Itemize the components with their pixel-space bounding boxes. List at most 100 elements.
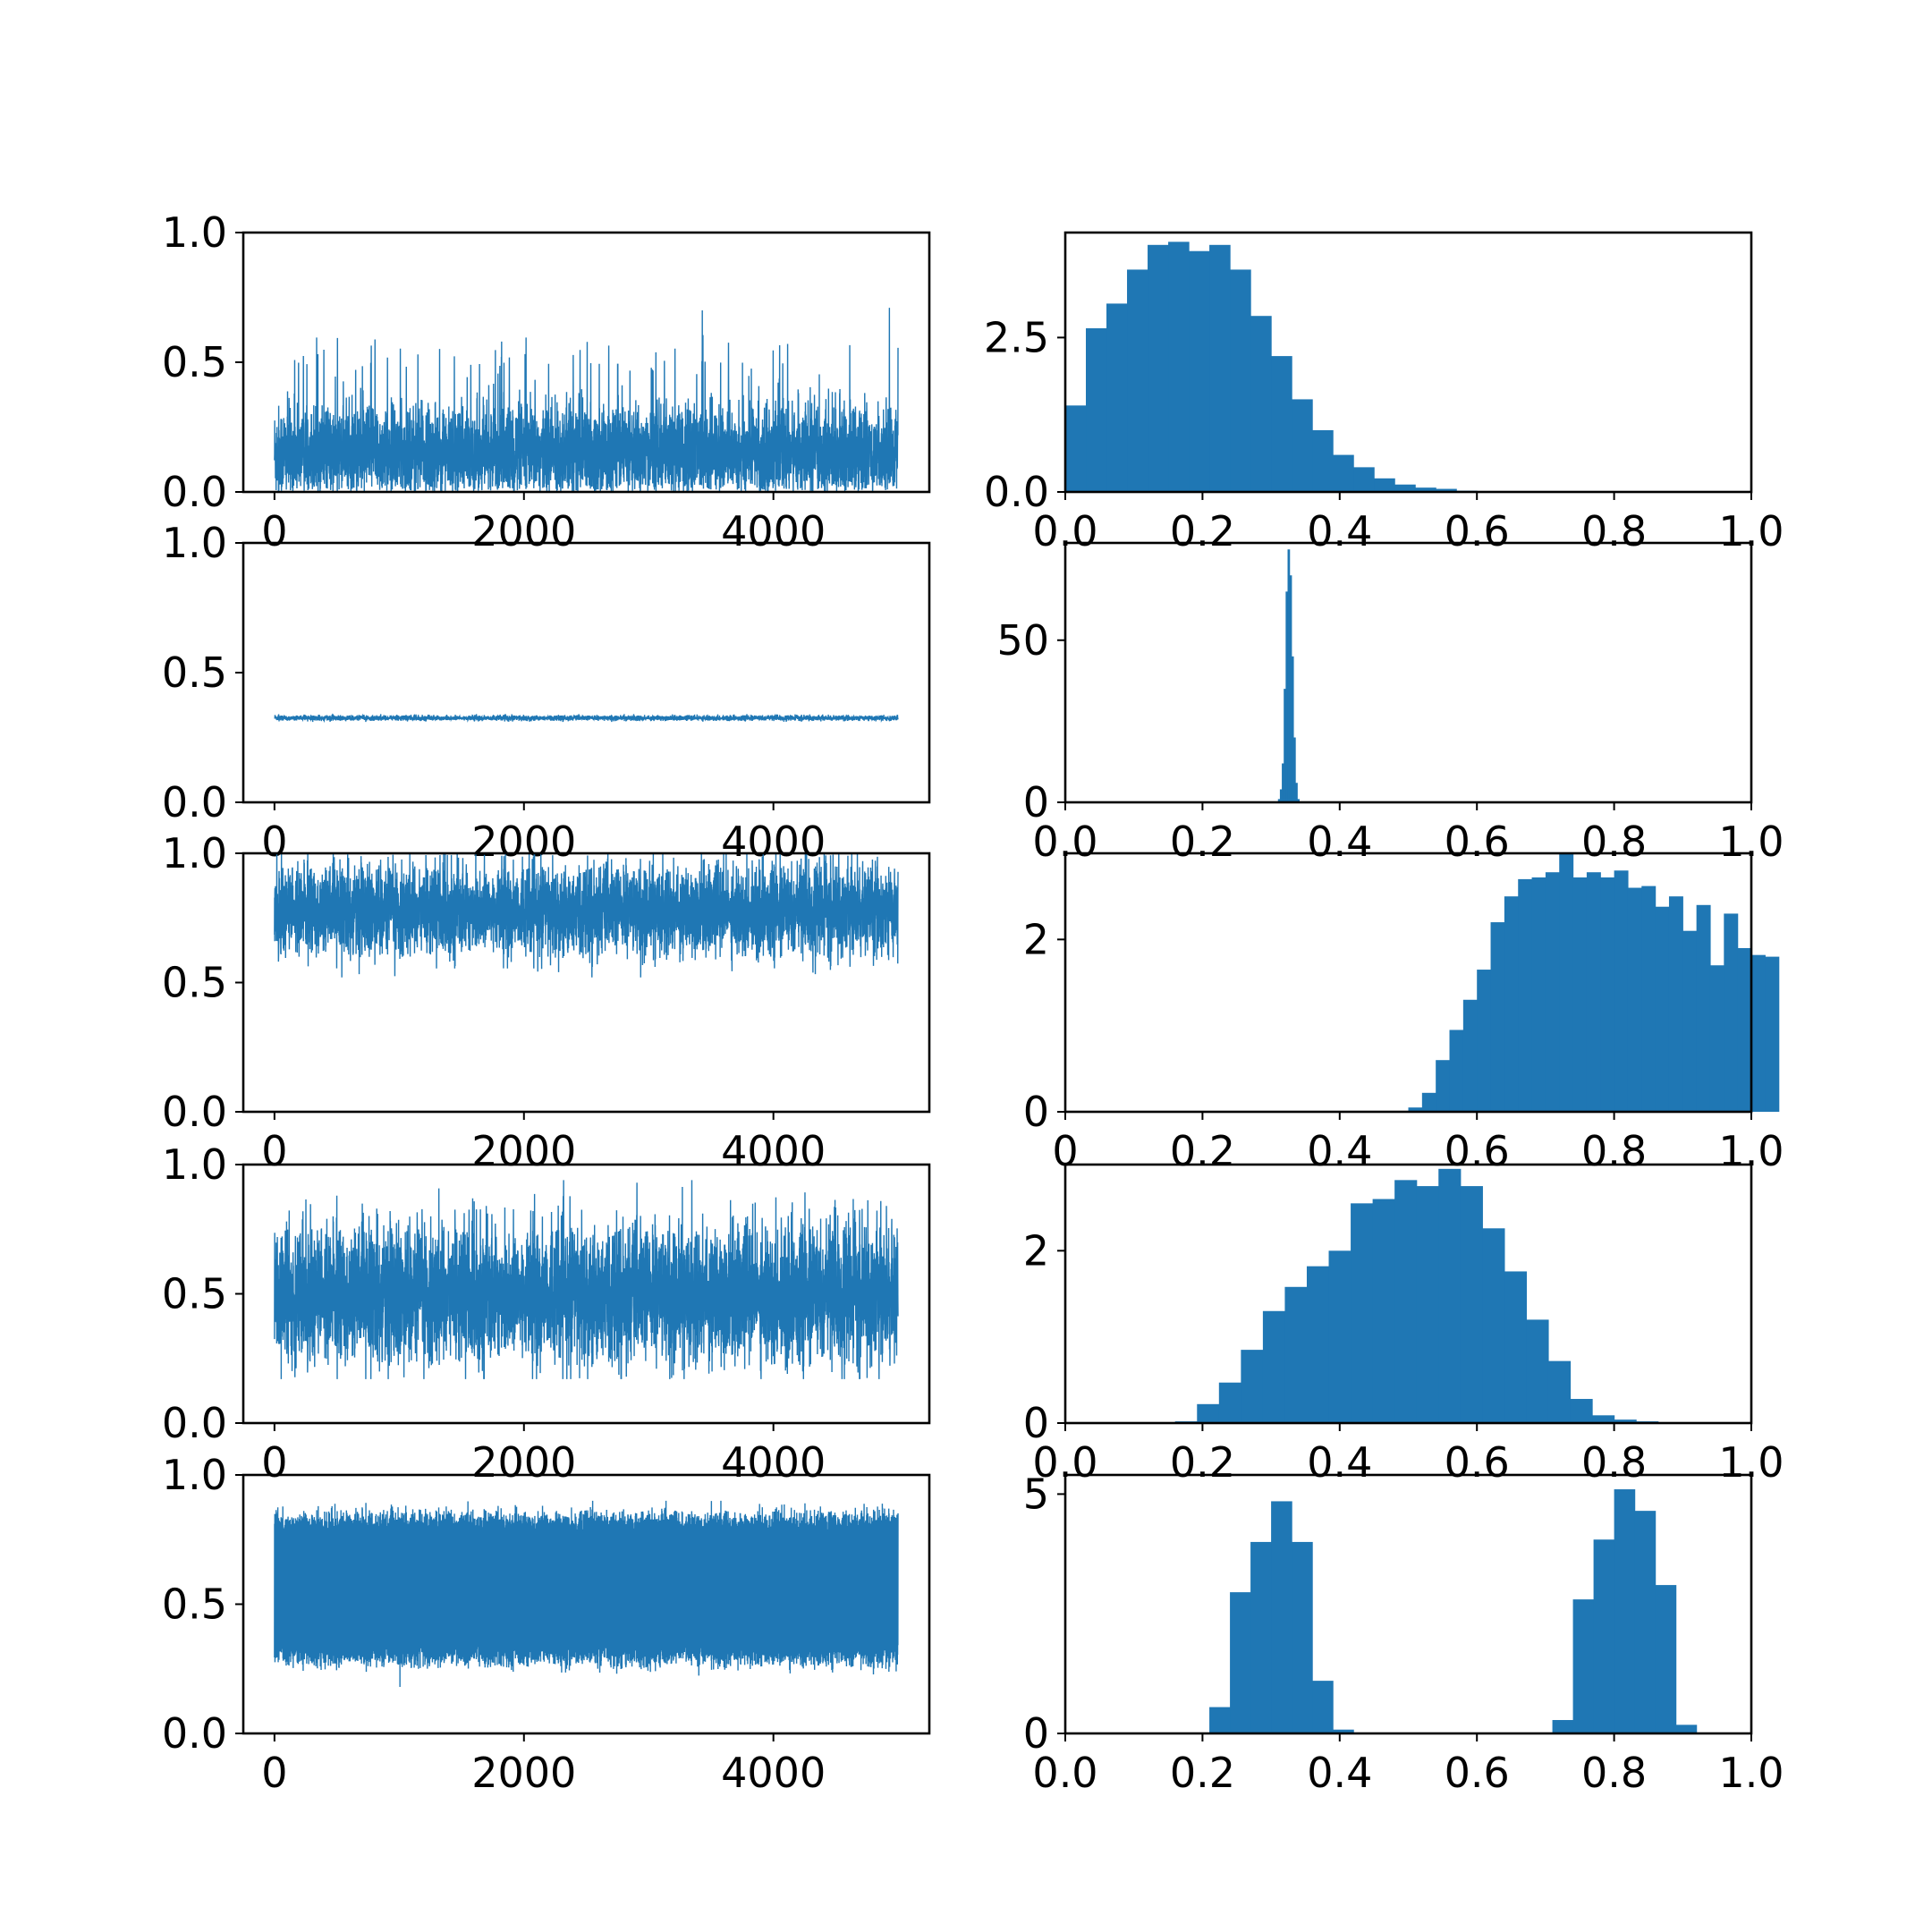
trace-4-xtick-label-2: 4000 bbox=[721, 1438, 826, 1487]
hist-4-bar-11 bbox=[1416, 1186, 1439, 1423]
hist-3-bar-24 bbox=[1737, 947, 1752, 1112]
hist-4-frame bbox=[1063, 1163, 1753, 1425]
hist-4-bar-1 bbox=[1197, 1403, 1220, 1423]
hist-5-bar-13 bbox=[1675, 1724, 1698, 1733]
hist-3-xtick-label-2: 0.4 bbox=[1307, 1127, 1372, 1175]
hist-5-bar-3 bbox=[1271, 1501, 1292, 1733]
hist-3-bar-16 bbox=[1627, 887, 1642, 1112]
hist-3-bar-9 bbox=[1531, 877, 1546, 1112]
hist-1-bar-10 bbox=[1271, 356, 1292, 492]
hist-2-frame bbox=[1063, 541, 1753, 804]
hist-3-bar-13 bbox=[1586, 872, 1601, 1112]
trace-2-ytick-label-0: 0.0 bbox=[162, 778, 227, 826]
trace-5-ytick-label-0: 0.0 bbox=[162, 1709, 227, 1758]
hist-5-bar-9 bbox=[1593, 1539, 1615, 1733]
hist-1-ytick-label-1: 2.5 bbox=[984, 313, 1049, 361]
hist-1-bar-3 bbox=[1127, 269, 1148, 492]
hist-4-bar-15 bbox=[1504, 1271, 1528, 1423]
hist-1-bar-5 bbox=[1168, 242, 1190, 492]
hist-3-bar-19 bbox=[1668, 896, 1683, 1112]
hist-4-bar-12 bbox=[1438, 1168, 1462, 1423]
hist-3-bar-6 bbox=[1490, 922, 1505, 1112]
hist-5-ytick-label-1: 5 bbox=[1023, 1470, 1049, 1518]
trace-1-xtick-label-1: 2000 bbox=[471, 507, 576, 555]
hist-2-bar-3 bbox=[1284, 689, 1286, 802]
hist-1-bar-1 bbox=[1086, 328, 1107, 492]
hist-3-bar-4 bbox=[1462, 999, 1478, 1112]
hist-1-bar-18 bbox=[1436, 488, 1457, 492]
hist-2-bar-5 bbox=[1287, 549, 1291, 802]
trace-2-xtick-label-2: 4000 bbox=[721, 818, 826, 866]
hist-3-bar-2 bbox=[1436, 1060, 1451, 1112]
hist-3-bar-23 bbox=[1724, 913, 1739, 1112]
hist-1-bar-4 bbox=[1148, 244, 1169, 492]
hist-4-bar-13 bbox=[1460, 1186, 1483, 1423]
hist-2-bar-2 bbox=[1282, 763, 1284, 802]
trace-1-ytick-label-1: 0.5 bbox=[162, 338, 227, 386]
hist-2-xtick-label-1: 0.2 bbox=[1170, 818, 1235, 866]
hist-3-bar-17 bbox=[1641, 886, 1657, 1112]
hist-5-bar-2 bbox=[1250, 1541, 1272, 1733]
hist-5-xtick-label-2: 0.4 bbox=[1307, 1749, 1372, 1797]
trace-1-ytick-label-2: 1.0 bbox=[162, 208, 227, 257]
hist-3-xtick-label-4: 0.8 bbox=[1581, 1127, 1647, 1175]
hist-1-bar-2 bbox=[1106, 303, 1128, 492]
hist-4-bar-4 bbox=[1262, 1310, 1286, 1423]
trace-4-ytick-label-0: 0.0 bbox=[162, 1399, 227, 1447]
trace-1-ytick-label-0: 0.0 bbox=[162, 468, 227, 516]
hist-3-xtick-label-1: 0.2 bbox=[1170, 1127, 1235, 1175]
trace-5-ytick-label-2: 1.0 bbox=[162, 1451, 227, 1499]
hist-1-bar-17 bbox=[1415, 487, 1436, 492]
hist-5-bar-4 bbox=[1292, 1541, 1313, 1733]
hist-1-bar-7 bbox=[1209, 244, 1231, 492]
hist-4-bar-10 bbox=[1394, 1180, 1418, 1423]
trace-1-xtick-label-0: 0 bbox=[261, 507, 287, 555]
hist-3-bar-11 bbox=[1559, 853, 1574, 1112]
hist-2-bar-7 bbox=[1291, 656, 1294, 802]
hist-4-xtick-label-1: 0.2 bbox=[1170, 1438, 1235, 1487]
trace-3-xtick-label-2: 4000 bbox=[721, 1127, 826, 1175]
hist-5-panel: 0 5 0.0 0.2 0.4 0.6 0.8 1.0 bbox=[1023, 1470, 1784, 1797]
hist-2-ytick-label-1: 50 bbox=[996, 616, 1049, 665]
hist-4-xtick-label-3: 0.6 bbox=[1445, 1438, 1510, 1487]
hist-3-bar-5 bbox=[1477, 970, 1492, 1112]
hist-4-ytick-label-1: 2 bbox=[1023, 1226, 1049, 1275]
hist-3-bar-0 bbox=[1408, 1107, 1423, 1112]
hist-3-bar-20 bbox=[1682, 930, 1698, 1112]
hist-4-panel: 020.0 0.2 0.4 0.6 0.8 1.0 bbox=[1023, 1163, 1784, 1487]
hist-3-bar-1 bbox=[1421, 1092, 1436, 1112]
hist-5-bar-0 bbox=[1209, 1707, 1231, 1733]
trace-5-xtick-label-1: 2000 bbox=[471, 1749, 576, 1797]
trace-4-panel: 0.0 0.5 1.0 0 2000 4000 bbox=[162, 1140, 931, 1487]
hist-4-bar-20 bbox=[1614, 1419, 1637, 1423]
hist-1-bar-9 bbox=[1250, 316, 1272, 492]
hist-3-bar-8 bbox=[1518, 878, 1533, 1112]
hist-3-ytick-label-1: 2 bbox=[1023, 915, 1049, 963]
trace-4-xtick-label-0: 0 bbox=[261, 1438, 287, 1487]
hist-4-bar-17 bbox=[1547, 1360, 1572, 1423]
trace-5-panel: 0.0 0.5 1.0 0 2000 4000 bbox=[162, 1451, 931, 1797]
trace-1-panel: 0.0 0.5 1.0 0 2000 4000 bbox=[162, 208, 931, 555]
hist-3-xtick-label-3: 0.6 bbox=[1445, 1127, 1510, 1175]
trace-3-panel: 0.0 0.5 1.0 0 2000 4000 bbox=[162, 829, 931, 1175]
hist-5-ytick-label-0: 0 bbox=[1023, 1709, 1049, 1758]
trace-5-ytick-label-1: 0.5 bbox=[162, 1580, 227, 1629]
hist-1-panel: 0.02.50.0 0.2 0.4 0.6 0.8 1.0 bbox=[984, 231, 1784, 555]
hist-3-panel: 020 0.2 0.4 0.6 0.8 1.0 bbox=[1023, 852, 1784, 1175]
hist-5-bar-6 bbox=[1333, 1729, 1354, 1733]
trace-3-ytick-label-1: 0.5 bbox=[162, 959, 227, 1007]
trace-4-ytick-label-1: 0.5 bbox=[162, 1270, 227, 1318]
hist-1-xtick-label-3: 0.6 bbox=[1445, 507, 1510, 555]
hist-3-bar-12 bbox=[1572, 877, 1588, 1112]
hist-3-bar-7 bbox=[1504, 896, 1519, 1112]
trace-3-trace-line bbox=[274, 852, 899, 978]
trace-5-xtick-label-2: 4000 bbox=[721, 1749, 826, 1797]
hist-2-xtick-label-3: 0.6 bbox=[1445, 818, 1510, 866]
hist-5-xtick-label-1: 0.2 bbox=[1170, 1749, 1235, 1797]
hist-5-bar-12 bbox=[1655, 1585, 1677, 1733]
hist-2-bar-1 bbox=[1279, 789, 1283, 802]
trace-5-trace-line bbox=[274, 1500, 899, 1687]
hist-4-xtick-label-2: 0.4 bbox=[1307, 1438, 1372, 1487]
hist-5-bar-1 bbox=[1230, 1592, 1251, 1733]
